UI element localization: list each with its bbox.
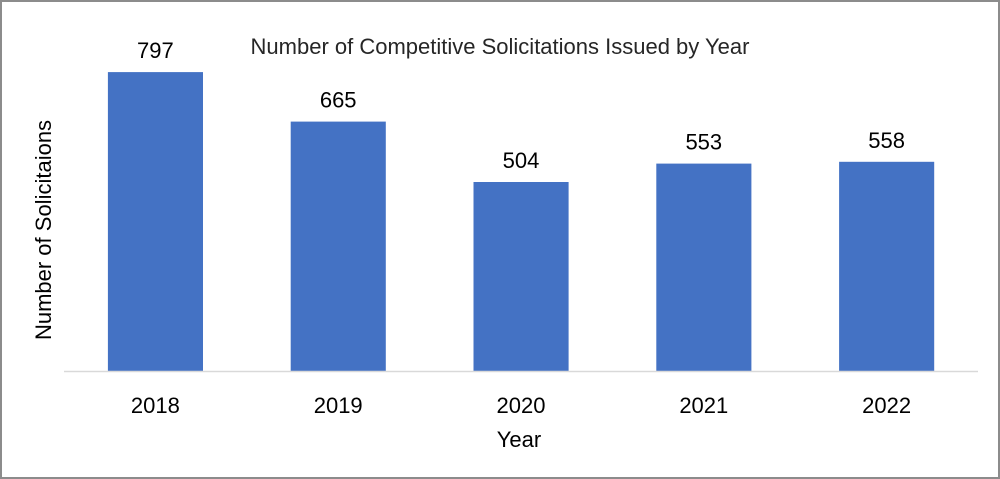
bar-2020 bbox=[473, 182, 569, 371]
x-tick-label-2019: 2019 bbox=[314, 393, 363, 418]
data-label-2021: 553 bbox=[685, 130, 722, 155]
bars-group: 797 2018 665 2019 504 2020 553 2021 558 2022 bbox=[107, 38, 935, 418]
chart-title: Number of Competitive Solicitations Issu… bbox=[251, 34, 750, 59]
data-label-2019: 665 bbox=[320, 88, 357, 113]
bar-2018 bbox=[107, 72, 203, 371]
bar-2021 bbox=[656, 163, 752, 371]
x-tick-label-2022: 2022 bbox=[862, 393, 911, 418]
data-label-2018: 797 bbox=[137, 38, 174, 63]
x-tick-label-2021: 2021 bbox=[679, 393, 728, 418]
y-axis-title: Number of Solicitaions bbox=[31, 120, 56, 340]
bar-2022 bbox=[839, 161, 935, 372]
data-label-2020: 504 bbox=[503, 148, 540, 173]
data-label-2022: 558 bbox=[868, 128, 905, 153]
x-tick-label-2020: 2020 bbox=[497, 393, 546, 418]
bar-2019 bbox=[290, 121, 386, 371]
x-axis-title: Year bbox=[497, 427, 541, 452]
x-tick-label-2018: 2018 bbox=[131, 393, 180, 418]
